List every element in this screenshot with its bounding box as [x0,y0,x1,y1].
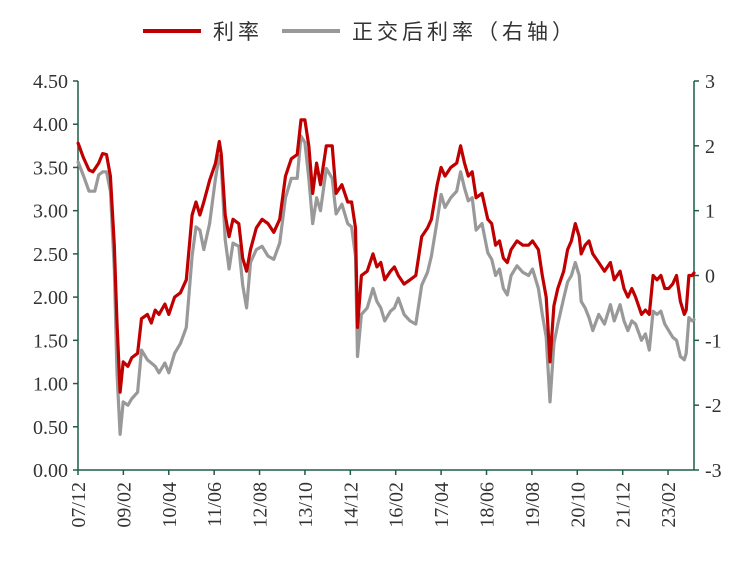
axes: 0.00 0.50 1.00 1.50 2.00 2.50 3.00 3.50 4.00 4.50… [33,71,722,528]
right-axis-tick-label: 2 [705,136,715,158]
series-line-orthogonal-rate [76,134,696,436]
x-axis-tick-label: 20/10 [567,482,589,528]
x-axis-tick-label: 12/08 [250,482,272,528]
x-axis-tick-label: 16/02 [386,482,408,528]
x-axis-tick-label: 11/06 [204,482,226,527]
series [76,118,696,436]
x-axis-tick-label: 17/04 [431,482,453,528]
series-line-rate [76,118,696,394]
legend-label-rate: 利率 [213,20,263,44]
right-axis-tick-label: -2 [705,395,722,417]
right-axis-tick-label: -3 [705,460,722,482]
right-axis-tick-label: -1 [705,330,722,352]
x-axis-tick-label: 19/08 [522,482,544,528]
x-axis-tick-label: 18/06 [477,482,499,528]
left-axis-tick-label: 3.00 [33,201,68,223]
left-axis-tick-label: 2.50 [33,244,68,266]
right-axis-tick-label: 1 [705,201,715,223]
left-axis-tick-label: 4.50 [33,71,68,93]
left-axis-tick-label: 1.50 [33,330,68,352]
x-axis-tick-label: 10/04 [159,482,181,528]
x-axis-tick-label: 21/12 [613,482,635,528]
left-axis-tick-label: 0.00 [33,460,68,482]
legend-label-orthogonal-rate: 正交后利率（右轴） [352,20,577,44]
left-axis-tick-label: 4.00 [33,114,68,136]
left-axis-tick-label: 1.00 [33,374,68,396]
x-axis-tick-label: 07/12 [68,482,90,528]
x-axis-tick-label: 13/10 [295,482,317,528]
left-axis-tick-label: 3.50 [33,157,68,179]
x-axis-tick-label: 23/02 [658,482,680,528]
legend: 利率 正交后利率（右轴） [143,20,577,44]
left-axis-tick-label: 2.00 [33,287,68,309]
right-axis-tick-label: 0 [705,266,715,288]
x-axis-tick-label: 14/12 [340,482,362,528]
x-axis-tick-label: 09/02 [113,482,135,528]
right-axis-tick-label: 3 [705,71,715,93]
left-axis-tick-label: 0.50 [33,417,68,439]
